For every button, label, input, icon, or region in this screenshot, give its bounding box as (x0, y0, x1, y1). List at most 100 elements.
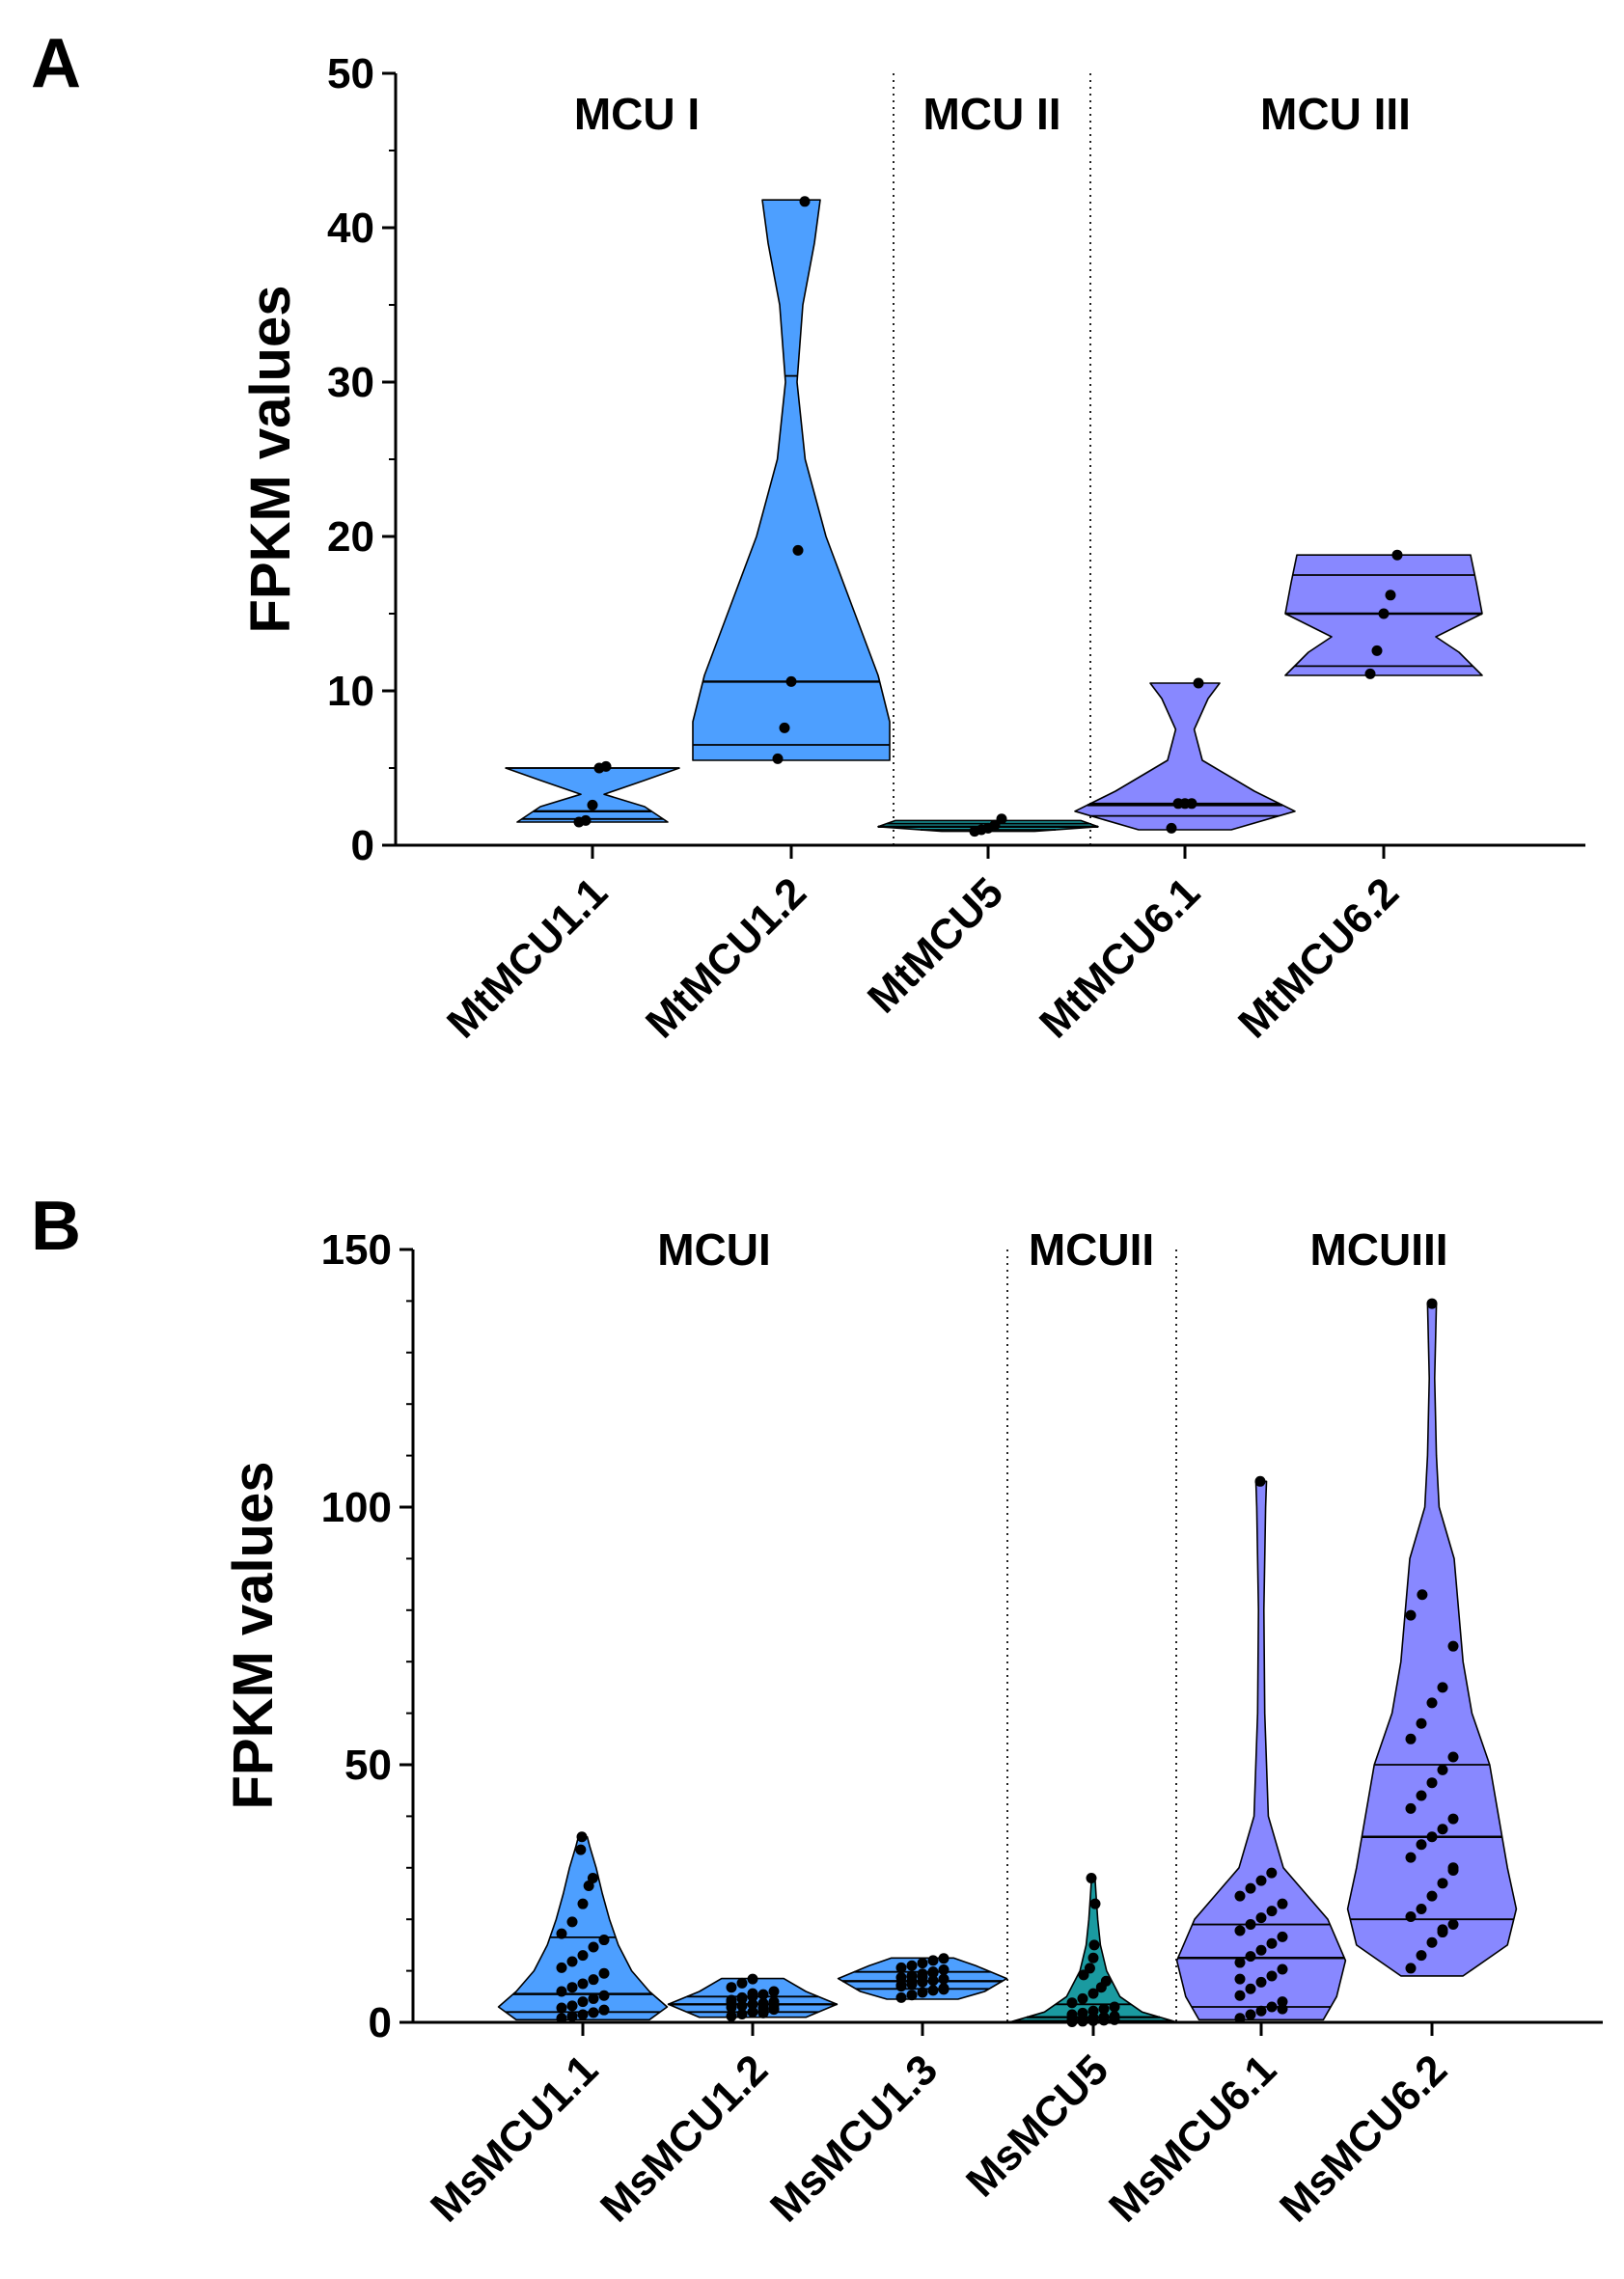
panel-b-data-point-MsMCU1.1 (566, 1982, 578, 1993)
panel-a-data-point-MtMCU6.1 (1193, 677, 1204, 689)
panel-b-data-point-MsMCU6.1 (1245, 1919, 1256, 1931)
panel-b-data-point-MsMCU1.1 (556, 1928, 567, 1939)
panel-b-y-tick-label: 50 (344, 1742, 392, 1789)
panel-a-y-tick-label: 0 (351, 822, 374, 869)
panel-b-data-point-MsMCU6.2 (1447, 1640, 1459, 1652)
panel-b-data-point-MsMCU6.1 (1277, 1963, 1288, 1975)
panel-b-data-point-MsMCU5 (1087, 2012, 1099, 2023)
panel-b-data-point-MsMCU1.1 (577, 1898, 589, 1909)
panel-a-data-point-MtMCU1.1 (600, 760, 612, 772)
panel-b-data-point-MsMCU1.2 (736, 1977, 748, 1989)
panel-a-y-tick-label: 50 (327, 50, 374, 97)
panel-b-data-point-MsMCU6.2 (1405, 1963, 1417, 1974)
panel-b-data-point-MsMCU6.1 (1234, 2013, 1246, 2024)
panel-a-category-label: MtMCU1.1 (438, 868, 617, 1047)
panel-b-data-point-MsMCU5 (1087, 1988, 1099, 1999)
panel-b-data-point-MsMCU6.2 (1416, 1839, 1427, 1851)
panel-a-data-point-MtMCU1.2 (799, 196, 811, 207)
panel-b-data-point-MsMCU1.1 (588, 2007, 599, 2018)
panel-b-data-point-MsMCU6.2 (1426, 1777, 1438, 1789)
panel-b-data-point-MsMCU6.2 (1437, 1824, 1448, 1835)
panel-b-data-point-MsMCU1.3 (917, 1971, 928, 1983)
panel-b-data-point-MsMCU1.3 (917, 1958, 928, 1969)
panel-a-data-point-MtMCU1.1 (580, 814, 592, 826)
panel-b-data-point-MsMCU6.2 (1417, 1589, 1428, 1601)
panel-b-data-point-MsMCU1.3 (938, 1953, 950, 1964)
panel-b-data-point-MsMCU6.1 (1255, 1976, 1267, 1988)
panel-b-data-point-MsMCU1.3 (938, 1984, 950, 1995)
panel-a-data-point-MtMCU6.1 (1186, 798, 1197, 810)
panel-b-category-label: MsMCU1.3 (761, 2046, 947, 2231)
panel-b-data-point-MsMCU5 (1100, 1975, 1112, 1987)
panel-b-data-point-MsMCU1.2 (736, 1991, 748, 2003)
panel-b-group-label: MCUIII (1309, 1224, 1447, 1275)
panel-b-violin-MsMCU6.2 (1346, 1303, 1518, 1977)
panel-b-violin-MsMCU1.1 (497, 1836, 669, 2021)
panel-b-data-point-MsMCU1.3 (927, 1955, 939, 1966)
panel-b-data-point-MsMCU6.2 (1405, 1911, 1417, 1923)
panel-b-data-point-MsMCU5 (1078, 1969, 1089, 1981)
panel-b-data-point-MsMCU1.1 (577, 1978, 589, 1990)
panel-b-data-point-MsMCU6.2 (1447, 1919, 1459, 1931)
panel-b-data-point-MsMCU1.3 (938, 1964, 950, 1976)
panel-a-data-point-MtMCU6.2 (1378, 608, 1390, 619)
panel-b-data-point-MsMCU1.3 (938, 1973, 950, 1985)
panel-a-category-label: MtMCU1.2 (637, 868, 815, 1047)
panel-b-data-point-MsMCU6.2 (1416, 1950, 1427, 1962)
panel-a-data-point-MtMCU6.2 (1371, 645, 1383, 656)
panel-a-category-label: MtMCU6.1 (1031, 868, 1209, 1047)
panel-a-data-point-MtMCU6.1 (1166, 822, 1177, 834)
panel-b-data-point-MsMCU1.2 (726, 1982, 737, 1993)
panel-a-data-point-MtMCU1.1 (587, 799, 598, 810)
panel-b-data-point-MsMCU1.2 (747, 1973, 758, 1985)
panel-a-letter: A (31, 25, 81, 102)
panel-b-data-point-MsMCU1.3 (895, 1972, 907, 1984)
panel-b-data-point-MsMCU6.2 (1416, 1904, 1427, 1915)
panel-b-data-point-MsMCU1.2 (757, 1989, 769, 2000)
panel-b-category-label: MsMCU1.1 (422, 2046, 607, 2231)
panel-a-y-axis-title: FPKM values (239, 286, 302, 634)
panel-b-data-point-MsMCU1.1 (556, 2013, 567, 2024)
panel-b-data-point-MsMCU6.1 (1277, 1898, 1288, 1909)
panel-b-data-point-MsMCU6.2 (1437, 1924, 1448, 1936)
panel-b-data-point-MsMCU6.1 (1255, 2005, 1267, 2017)
panel-b-data-point-MsMCU5 (1087, 1952, 1099, 1963)
panel-b-data-point-MsMCU6.1 (1255, 1912, 1267, 1924)
panel-b-data-point-MsMCU1.1 (575, 1844, 587, 1855)
panel-b-data-point-MsMCU5 (1066, 2009, 1078, 2020)
panel-b-data-point-MsMCU6.1 (1255, 1875, 1267, 1886)
panel-a-group-label: MCU II (922, 89, 1060, 139)
panel-b-data-point-MsMCU5 (1077, 2015, 1088, 2026)
panel-b-data-point-MsMCU6.2 (1437, 1682, 1448, 1693)
panel-b-data-point-MsMCU6.2 (1426, 1298, 1438, 1309)
panel-a-violin-MtMCU1.1 (505, 767, 680, 823)
panel-b-data-point-MsMCU6.1 (1245, 1983, 1256, 1994)
panel-b-data-point-MsMCU6.2 (1426, 1697, 1438, 1709)
panel-b-data-point-MsMCU6.1 (1245, 2009, 1256, 2020)
panel-b-data-point-MsMCU6.2 (1405, 1852, 1417, 1863)
panel-a-data-point-MtMCU5 (989, 819, 1001, 831)
panel-b-category-label: MsMCU6.1 (1100, 2046, 1285, 2231)
panel-b-data-point-MsMCU1.3 (895, 1980, 907, 1991)
panel-a-plot: 0 10 20 30 40 50 FPKM values MtMCU1.1 MtMCU1.2 Mt… (239, 50, 1585, 1047)
panel-a-y-tick-label: 20 (327, 513, 374, 561)
panel-b-data-point-MsMCU1.1 (566, 2000, 578, 2012)
panel-b-data-point-MsMCU5 (1077, 1992, 1088, 2004)
panel-b-data-point-MsMCU5 (1086, 1872, 1097, 1883)
panel-b-data-point-MsMCU6.1 (1234, 1925, 1246, 1936)
panel-b-data-point-MsMCU1.2 (768, 2004, 780, 2016)
panel-b-data-point-MsMCU1.2 (747, 1998, 758, 2010)
panel-a-data-point-MtMCU6.2 (1385, 590, 1396, 601)
panel-b-data-point-MsMCU6.1 (1266, 2001, 1278, 2013)
panel-b-data-point-MsMCU1.2 (726, 1996, 737, 2008)
panel-b-data-point-MsMCU5 (1109, 2001, 1120, 2013)
panel-b-data-point-MsMCU1.2 (768, 1986, 780, 1997)
panel-b-data-point-MsMCU6.2 (1405, 1609, 1417, 1621)
panel-b-data-point-MsMCU6.1 (1266, 1970, 1278, 1982)
panel-b-y-tick-label: 150 (321, 1226, 392, 1274)
panel-a-category-label: MtMCU5 (859, 868, 1012, 1022)
panel-b-data-point-MsMCU1.1 (566, 2011, 578, 2022)
panel-b-letter: B (31, 1188, 81, 1265)
